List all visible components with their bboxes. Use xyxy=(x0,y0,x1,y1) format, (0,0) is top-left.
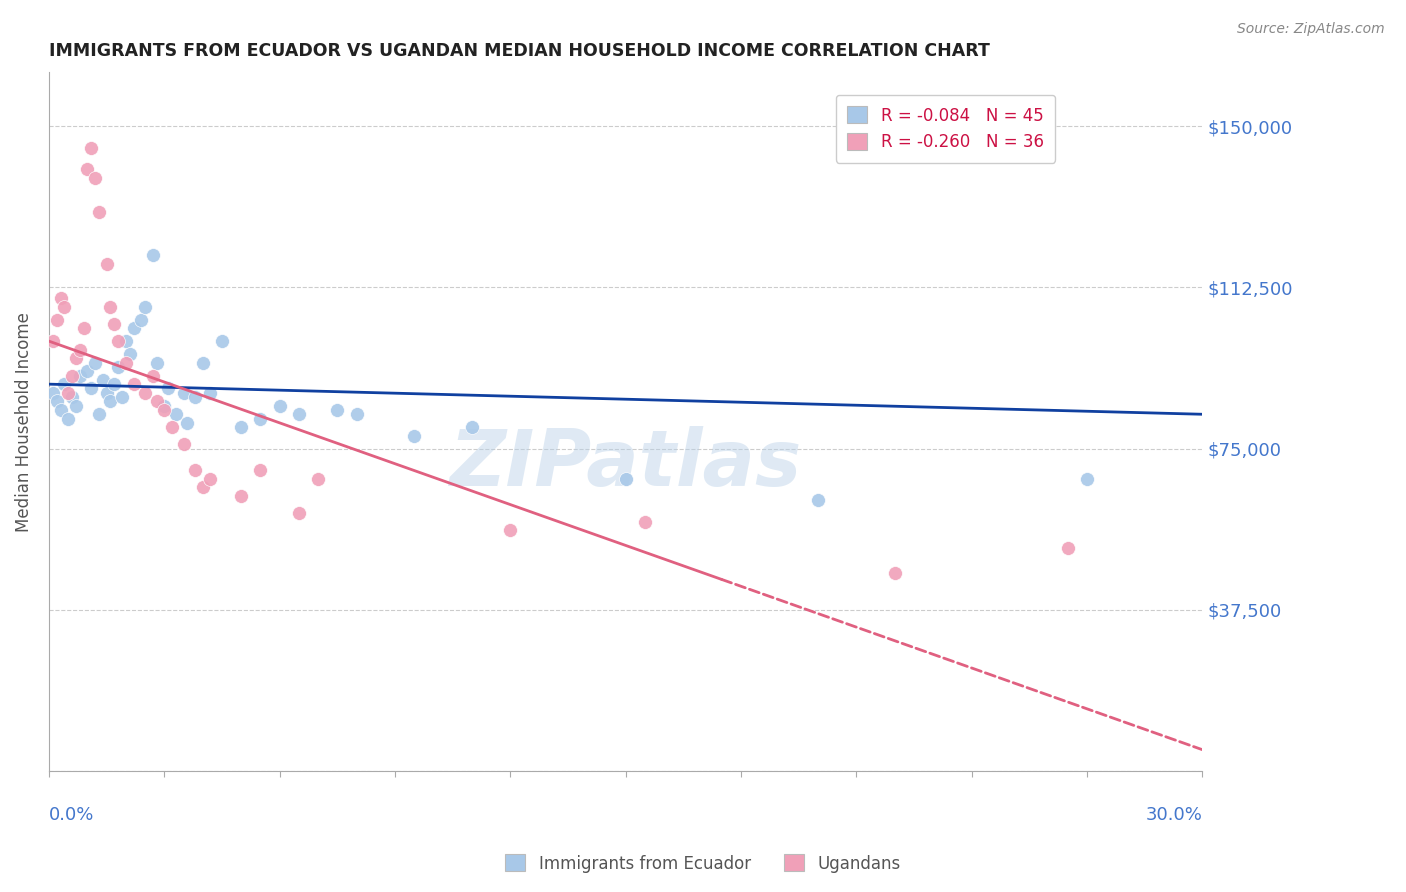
Point xyxy=(129,312,152,326)
Point xyxy=(200,472,222,486)
Point xyxy=(60,368,83,383)
Point xyxy=(807,493,830,508)
Point xyxy=(145,356,167,370)
Point xyxy=(307,472,329,486)
Point xyxy=(1056,541,1078,555)
Point xyxy=(45,394,67,409)
Point xyxy=(184,463,207,477)
Point xyxy=(288,407,311,421)
Point xyxy=(84,356,107,370)
Point xyxy=(176,416,198,430)
Point xyxy=(53,300,76,314)
Point xyxy=(111,390,134,404)
Point xyxy=(115,356,138,370)
Point xyxy=(118,347,141,361)
Point xyxy=(883,566,905,581)
Point xyxy=(191,356,214,370)
Point xyxy=(87,205,110,219)
Point xyxy=(53,377,76,392)
Point xyxy=(614,472,637,486)
Point xyxy=(91,373,114,387)
Point xyxy=(84,170,107,185)
Legend: R = -0.084   N = 45, R = -0.260   N = 36: R = -0.084 N = 45, R = -0.260 N = 36 xyxy=(835,95,1056,162)
Point xyxy=(231,489,253,503)
Point xyxy=(153,399,176,413)
Point xyxy=(461,420,484,434)
Point xyxy=(1076,472,1098,486)
Point xyxy=(145,394,167,409)
Point xyxy=(165,407,187,421)
Point xyxy=(72,321,94,335)
Point xyxy=(122,377,145,392)
Point xyxy=(326,403,349,417)
Point xyxy=(80,381,103,395)
Point xyxy=(288,506,311,520)
Point xyxy=(122,321,145,335)
Point xyxy=(404,429,426,443)
Point xyxy=(249,411,271,425)
Point xyxy=(231,420,253,434)
Point xyxy=(96,257,118,271)
Point xyxy=(160,420,183,434)
Point xyxy=(42,385,65,400)
Point xyxy=(211,334,233,348)
Point xyxy=(69,343,91,357)
Point xyxy=(49,291,72,305)
Point xyxy=(80,141,103,155)
Text: 30.0%: 30.0% xyxy=(1146,806,1202,824)
Point xyxy=(76,162,98,177)
Point xyxy=(499,524,522,538)
Point xyxy=(115,334,138,348)
Point xyxy=(134,385,156,400)
Point xyxy=(60,390,83,404)
Point xyxy=(100,300,122,314)
Point xyxy=(65,351,87,366)
Point xyxy=(107,334,129,348)
Point xyxy=(103,317,125,331)
Point xyxy=(100,394,122,409)
Point xyxy=(42,334,65,348)
Point xyxy=(634,515,657,529)
Point xyxy=(191,480,214,494)
Point xyxy=(173,385,195,400)
Text: Source: ZipAtlas.com: Source: ZipAtlas.com xyxy=(1237,22,1385,37)
Text: 0.0%: 0.0% xyxy=(49,806,94,824)
Point xyxy=(269,399,291,413)
Point xyxy=(157,381,180,395)
Point xyxy=(142,368,165,383)
Point xyxy=(200,385,222,400)
Point xyxy=(96,385,118,400)
Point xyxy=(87,407,110,421)
Point xyxy=(58,411,80,425)
Point xyxy=(142,248,165,262)
Point xyxy=(45,312,67,326)
Point xyxy=(153,403,176,417)
Y-axis label: Median Household Income: Median Household Income xyxy=(15,312,32,532)
Legend: Immigrants from Ecuador, Ugandans: Immigrants from Ecuador, Ugandans xyxy=(499,847,907,880)
Point xyxy=(346,407,368,421)
Point xyxy=(249,463,271,477)
Point xyxy=(173,437,195,451)
Point xyxy=(107,359,129,374)
Point xyxy=(184,390,207,404)
Point xyxy=(65,399,87,413)
Point xyxy=(58,385,80,400)
Point xyxy=(49,403,72,417)
Point xyxy=(69,368,91,383)
Point xyxy=(103,377,125,392)
Point xyxy=(76,364,98,378)
Text: ZIPatlas: ZIPatlas xyxy=(450,425,801,501)
Point xyxy=(134,300,156,314)
Text: IMMIGRANTS FROM ECUADOR VS UGANDAN MEDIAN HOUSEHOLD INCOME CORRELATION CHART: IMMIGRANTS FROM ECUADOR VS UGANDAN MEDIA… xyxy=(49,42,990,60)
